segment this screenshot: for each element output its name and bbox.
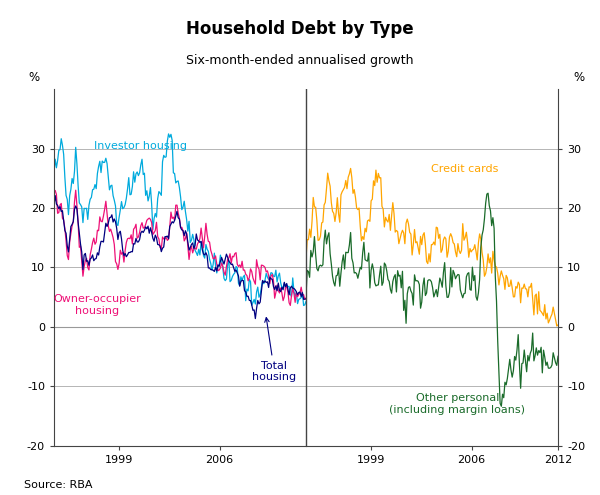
Text: Investor housing: Investor housing <box>94 142 187 151</box>
Text: %: % <box>574 71 584 84</box>
Text: Owner-occupier
housing: Owner-occupier housing <box>53 294 141 316</box>
Text: Six-month-ended annualised growth: Six-month-ended annualised growth <box>186 54 414 67</box>
Text: Credit cards: Credit cards <box>431 164 498 174</box>
Text: %: % <box>29 71 40 84</box>
Text: Source: RBA: Source: RBA <box>24 480 92 490</box>
Text: Household Debt by Type: Household Debt by Type <box>186 20 414 38</box>
Text: Other personal
(including margin loans): Other personal (including margin loans) <box>389 393 525 415</box>
Text: Total
housing: Total housing <box>252 318 296 382</box>
